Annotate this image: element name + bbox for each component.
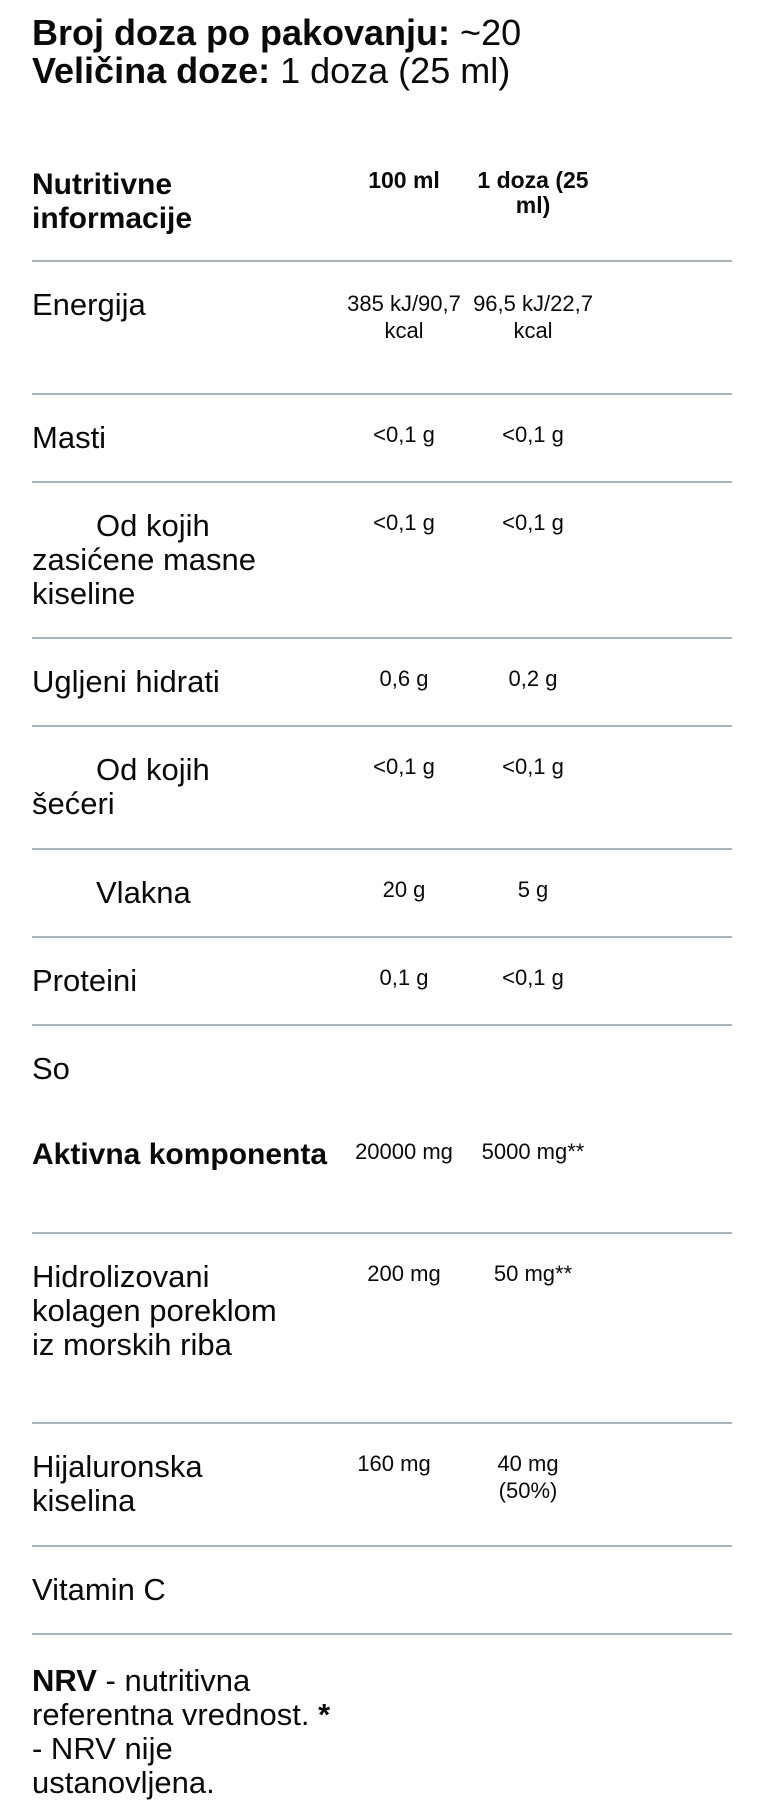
- divider: [32, 393, 732, 395]
- footnote: NRV - nutritivna referentna vrednost. * …: [32, 1663, 331, 1800]
- divider: [32, 848, 732, 850]
- divider: [32, 260, 732, 262]
- column-header-dose: 1 doza (25 ml): [477, 167, 589, 218]
- divider: [32, 1232, 732, 1234]
- divider: [32, 725, 732, 727]
- divider: [32, 1422, 732, 1424]
- divider: [32, 1545, 732, 1547]
- serving-info: Broj doza po pakovanju: ~20 Veličina doz…: [32, 14, 521, 90]
- divider: [32, 1024, 732, 1026]
- divider: [32, 1633, 732, 1635]
- serving-size: Veličina doze: 1 doza (25 ml): [32, 50, 511, 91]
- divider: [32, 637, 732, 639]
- column-header-nutrition: Nutritivne informacije: [32, 168, 193, 235]
- servings-per-pack: Broj doza po pakovanju: ~20: [32, 12, 522, 53]
- column-header-100ml: 100 ml: [368, 167, 440, 193]
- divider: [32, 936, 732, 938]
- divider: [32, 481, 732, 483]
